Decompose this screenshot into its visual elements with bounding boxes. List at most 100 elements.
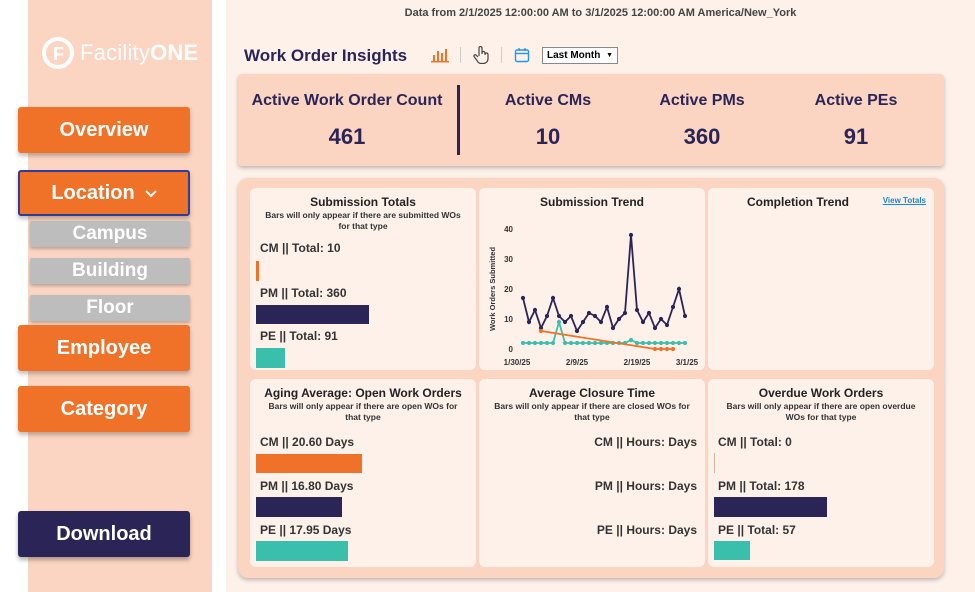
chevron-down-icon bbox=[144, 185, 157, 201]
kpi-active-cms: Active CMs 10 bbox=[488, 74, 608, 150]
page-title: Work Order Insights bbox=[244, 46, 408, 65]
bar-chart-icon[interactable] bbox=[430, 45, 450, 65]
kpi-label: Active CMs bbox=[504, 92, 592, 109]
download-button[interactable]: Download bbox=[18, 511, 190, 557]
kpi-active-pms: Active PMs 360 bbox=[642, 74, 762, 150]
pm-data-point bbox=[520, 295, 526, 301]
pm-series-line bbox=[522, 234, 686, 333]
pe-data-point bbox=[670, 340, 676, 346]
period-select-value: Last Month bbox=[547, 49, 601, 61]
pe-data-point bbox=[592, 340, 598, 346]
card-subtitle: Bars will only appear if there are open … bbox=[726, 401, 916, 422]
dropdown-arrow-icon: ▼ bbox=[606, 51, 613, 59]
overview-label: Overview bbox=[59, 118, 149, 141]
logo-text: FacilityONE bbox=[80, 40, 198, 66]
pe-data-point bbox=[520, 340, 526, 346]
employee-label: Employee bbox=[56, 336, 152, 359]
pm-data-point bbox=[598, 319, 604, 325]
y-tick-label: 0 bbox=[509, 345, 514, 354]
building-label: Building bbox=[72, 260, 148, 281]
card-title: Average Closure Time bbox=[528, 386, 656, 400]
pm-data-point bbox=[526, 319, 532, 325]
pm-total-label: PM || Total: 360 bbox=[260, 286, 347, 300]
cm-data-point bbox=[652, 346, 658, 352]
pe-bar[interactable] bbox=[714, 541, 750, 560]
date-range-text: Data from 2/1/2025 12:00:00 AM to 3/1/20… bbox=[404, 7, 797, 19]
pm-bar[interactable] bbox=[256, 497, 342, 517]
pm-overdue-label: PM || Total: 178 bbox=[718, 479, 805, 493]
building-button[interactable]: Building bbox=[30, 258, 190, 284]
aging-average-card: Aging Average: Open Work Orders Bars wil… bbox=[250, 379, 476, 567]
pe-data-point bbox=[676, 340, 682, 346]
category-button[interactable]: Category bbox=[18, 386, 190, 432]
kpi-divider bbox=[457, 85, 460, 155]
submission-trend-chart: 0 10 20 30 40 1/30/25 2/9/25 2/19/25 3/1/25 Date W… bbox=[488, 225, 699, 370]
cm-data-point bbox=[658, 346, 664, 352]
pe-overdue-label: PE || Total: 57 bbox=[718, 523, 796, 537]
period-select[interactable]: Last Month ▼ bbox=[542, 46, 618, 64]
pm-data-point bbox=[544, 313, 550, 319]
pe-data-point bbox=[550, 340, 556, 346]
location-button[interactable]: Location bbox=[18, 170, 190, 216]
card-title: Overdue Work Orders bbox=[758, 386, 884, 400]
pm-bar[interactable] bbox=[256, 305, 369, 324]
pm-data-point bbox=[616, 316, 622, 322]
pm-bar[interactable] bbox=[714, 497, 827, 517]
floor-button[interactable]: Floor bbox=[30, 295, 190, 321]
pe-data-point bbox=[532, 340, 538, 346]
cm-total-label: CM || Total: 10 bbox=[260, 241, 341, 255]
pm-data-point bbox=[670, 304, 676, 310]
card-title: Submission Totals bbox=[310, 195, 416, 209]
pm-data-point bbox=[628, 232, 634, 238]
kpi-label: Active PMs bbox=[659, 92, 745, 109]
pm-data-point bbox=[676, 286, 682, 292]
cm-bar[interactable] bbox=[256, 454, 362, 473]
card-subtitle: Bars will only appear if there are submi… bbox=[265, 210, 461, 231]
logo-text-bold: ONE bbox=[150, 40, 199, 65]
pe-data-point bbox=[658, 340, 664, 346]
cm-bar[interactable] bbox=[256, 261, 259, 281]
card-subtitle: Bars will only appear if there are open … bbox=[268, 401, 458, 422]
pm-data-point bbox=[568, 313, 574, 319]
employee-button[interactable]: Employee bbox=[18, 325, 190, 371]
kpi-value: 91 bbox=[843, 124, 869, 149]
pe-data-point bbox=[574, 340, 580, 346]
pe-bar[interactable] bbox=[256, 348, 285, 368]
location-label: Location bbox=[51, 181, 135, 204]
calendar-icon[interactable] bbox=[512, 45, 532, 65]
toolbar: Last Month ▼ bbox=[430, 45, 618, 65]
pe-data-point bbox=[556, 319, 562, 325]
pe-data-point bbox=[568, 340, 574, 346]
logo-mark-letter: F bbox=[53, 44, 64, 64]
pm-closure-label: PM || Hours: Days bbox=[594, 479, 697, 493]
pe-data-point bbox=[544, 340, 550, 346]
hand-pointer-icon[interactable] bbox=[471, 45, 491, 65]
kpi-value: 461 bbox=[328, 124, 366, 149]
submission-totals-card: Submission Totals Bars will only appear … bbox=[250, 188, 476, 370]
pm-data-point bbox=[550, 295, 556, 301]
overview-button[interactable]: Overview bbox=[18, 107, 190, 153]
pe-bar[interactable] bbox=[256, 541, 348, 561]
cm-bar[interactable] bbox=[714, 453, 715, 473]
pm-data-point bbox=[610, 325, 616, 331]
cm-data-point bbox=[670, 346, 676, 352]
facilityone-logo: F FacilityONE bbox=[42, 36, 198, 70]
pm-data-point bbox=[682, 313, 688, 319]
toolbar-divider bbox=[501, 47, 502, 63]
x-tick-label: 1/30/25 bbox=[504, 358, 531, 367]
kpi-label: Active PEs bbox=[814, 92, 898, 109]
pm-data-point bbox=[664, 322, 670, 328]
x-axis-label: Date bbox=[598, 369, 616, 370]
pe-data-point bbox=[652, 340, 658, 346]
view-totals-link[interactable]: View Totals bbox=[882, 196, 926, 205]
main-area: Data from 2/1/2025 12:00:00 AM to 3/1/20… bbox=[226, 0, 975, 592]
y-tick-label: 40 bbox=[504, 225, 513, 234]
x-tick-label: 2/9/25 bbox=[566, 358, 589, 367]
pm-data-point bbox=[556, 313, 562, 319]
pm-data-point bbox=[646, 310, 652, 316]
campus-button[interactable]: Campus bbox=[30, 221, 190, 247]
pe-data-point bbox=[640, 340, 646, 346]
toolbar-divider bbox=[460, 47, 461, 63]
logo-text-light: Facility bbox=[80, 40, 151, 65]
pe-data-point bbox=[646, 340, 652, 346]
